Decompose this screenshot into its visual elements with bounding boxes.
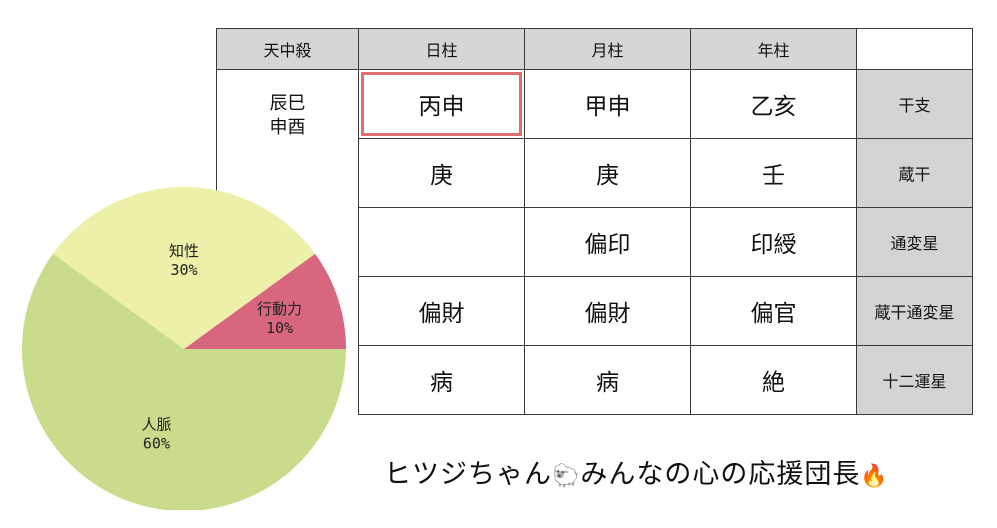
table-row: 偏財 偏財 偏官 蔵干通変星 xyxy=(217,276,973,346)
month-tsuhensei-cell: 偏印 xyxy=(524,207,691,277)
pie-slice-value-1: 30% xyxy=(170,261,197,279)
header-tenchusatsu: 天中殺 xyxy=(216,28,359,70)
tenchusatsu-line-1: 辰巳 xyxy=(269,93,306,114)
header-year-pillar: 年柱 xyxy=(690,28,857,70)
row-label-tsuhensei: 通変星 xyxy=(856,207,973,277)
row-label-zokan-tsuhensei: 蔵干通変星 xyxy=(856,276,973,346)
row-label-kanshi: 干支 xyxy=(856,69,973,139)
row-label-zokan: 蔵干 xyxy=(856,138,973,208)
fire-icon: 🔥 xyxy=(860,464,889,489)
day-zokan-cell: 庚 xyxy=(358,138,525,208)
pie-slice-name-0: 行動力 xyxy=(257,300,302,318)
pie-slice-value-0: 10% xyxy=(266,319,293,337)
table-row: 庚 庚 壬 蔵干 xyxy=(217,138,973,208)
caption-name: ヒツジちゃん xyxy=(384,459,552,490)
month-zokan-cell: 庚 xyxy=(524,138,691,208)
header-row: 天中殺 日柱 月柱 年柱 xyxy=(216,28,973,70)
month-juniunsei-cell: 病 xyxy=(524,345,691,415)
month-kanshi-cell: 甲申 xyxy=(524,69,691,139)
day-zokan-tsuhensei-cell: 偏財 xyxy=(358,276,525,346)
header-month-pillar: 月柱 xyxy=(524,28,691,70)
pie-slice-2 xyxy=(22,253,346,510)
table-row: 病 病 絶 十二運星 xyxy=(217,345,973,415)
pie-slice-1 xyxy=(52,186,316,349)
year-kanshi-cell: 乙亥 xyxy=(690,69,857,139)
pie-slice-0 xyxy=(184,253,346,349)
month-zokan-tsuhensei-cell: 偏財 xyxy=(524,276,691,346)
pie-slice-name-2: 人脈 xyxy=(141,416,171,434)
caption-title: みんなの心の応援団長 xyxy=(580,459,861,490)
header-blank xyxy=(856,28,973,70)
caption: ヒツジちゃん🐑みんなの心の応援団長🔥 xyxy=(384,452,889,491)
sheep-icon: 🐑 xyxy=(552,464,581,489)
table-row: 辰巳 申酉 丙申 甲申 乙亥 干支 xyxy=(216,69,973,415)
year-juniunsei-cell: 絶 xyxy=(690,345,857,415)
day-kanshi-cell: 丙申 xyxy=(358,69,525,139)
pie-slice-name-1: 知性 xyxy=(169,242,199,260)
day-tsuhensei-cell xyxy=(358,207,525,277)
pie-chart: 行動力 10% 知性 30% 人脈 60% xyxy=(18,177,351,510)
year-tsuhensei-cell: 印綬 xyxy=(690,207,857,277)
day-juniunsei-cell: 病 xyxy=(358,345,525,415)
table-row: 偏印 印綬 通変星 xyxy=(217,207,973,277)
year-zokan-cell: 壬 xyxy=(690,138,857,208)
row-label-juniunsei: 十二運星 xyxy=(856,345,973,415)
pie-slice-value-2: 60% xyxy=(143,435,170,453)
header-day-pillar: 日柱 xyxy=(358,28,525,70)
year-zokan-tsuhensei-cell: 偏官 xyxy=(690,276,857,346)
tenchusatsu-line-2: 申酉 xyxy=(269,117,306,138)
